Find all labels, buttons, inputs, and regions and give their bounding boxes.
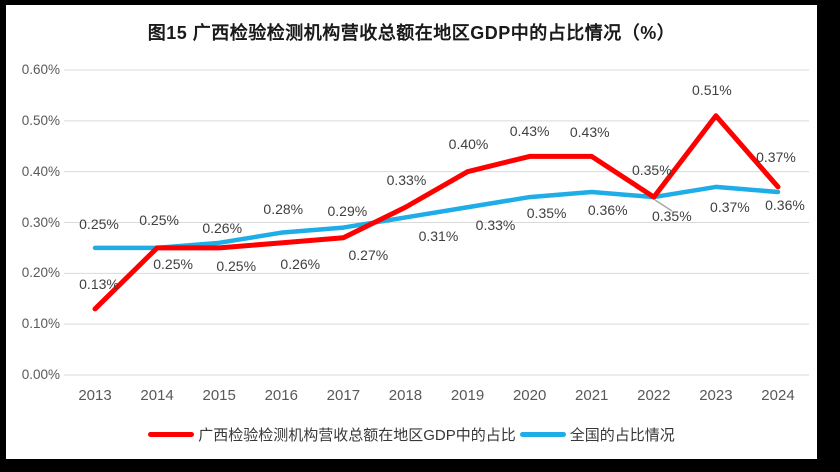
x-axis-tick-label: 2023 <box>699 387 733 404</box>
chart-title: 图15 广西检验检测机构营收总额在地区GDP中的占比情况（%） <box>147 23 676 43</box>
data-label-national-2014: 0.25% <box>139 211 179 228</box>
series-line-national <box>92 184 781 251</box>
data-label-guangxi-2022: 0.35% <box>651 208 692 225</box>
frame-border-bottom <box>0 459 840 472</box>
y-axis-tick-label: 0.60% <box>21 62 60 77</box>
x-axis-tick-label: 2021 <box>575 387 609 404</box>
data-label-national-2023: 0.37% <box>710 198 750 215</box>
legend-swatch-national <box>519 431 566 437</box>
y-axis-tick-label: 0.00% <box>21 367 60 382</box>
data-label-guangxi-2016: 0.26% <box>280 255 321 272</box>
data-label-guangxi-2024: 0.37% <box>756 148 796 165</box>
data-label-national-2020: 0.35% <box>526 205 567 222</box>
x-axis-tick-label: 2015 <box>202 387 236 404</box>
data-label-national-2016: 0.28% <box>263 200 304 217</box>
x-axis-tick-label: 2016 <box>264 387 298 404</box>
y-axis-tick-label: 0.40% <box>21 163 60 179</box>
legend-swatch-guangxi <box>148 431 195 437</box>
y-axis-tick-label: 0.50% <box>21 112 60 128</box>
data-label-guangxi-2021: 0.43% <box>569 124 610 141</box>
x-axis-tick-label: 2019 <box>450 387 485 404</box>
y-axis-tick-label: 0.20% <box>21 265 60 281</box>
y-axis-tick-label: 0.30% <box>21 214 60 230</box>
frame-border-right <box>817 0 840 472</box>
x-axis-tick-label: 2022 <box>637 387 671 404</box>
data-label-guangxi-2020: 0.43% <box>509 123 550 140</box>
legend-label-national: 全国的占比情况 <box>569 426 675 444</box>
data-label-guangxi-2017: 0.27% <box>348 246 389 263</box>
data-label-national-2015: 0.26% <box>202 219 243 236</box>
legend-label-guangxi: 广西检验检测机构营收总额在地区GDP中的占比 <box>198 426 516 444</box>
data-label-national-2017: 0.29% <box>327 202 368 219</box>
data-label-guangxi-2013: 0.13% <box>79 275 119 292</box>
series-line-guangxi <box>92 113 781 312</box>
x-axis-tick-label: 2018 <box>388 387 423 404</box>
data-label-national-2019: 0.33% <box>475 217 516 234</box>
x-axis-tick-label: 2024 <box>761 387 795 404</box>
x-axis-tick-label: 2014 <box>140 387 174 404</box>
data-label-guangxi-2019: 0.40% <box>448 135 489 152</box>
y-axis-tick-label: 0.10% <box>21 316 60 332</box>
x-axis-tick-label: 2013 <box>78 387 112 404</box>
label-leader-line <box>654 199 673 212</box>
x-axis-tick-label: 2020 <box>512 387 547 404</box>
data-label-national-2022: 0.35% <box>631 162 672 179</box>
chart-legend: 广西检验检测机构营收总额在地区GDP中的占比 全国的占比情况 <box>6 423 817 445</box>
x-axis-tick-label: 2017 <box>326 387 361 404</box>
data-label-guangxi-2023: 0.51% <box>692 81 732 98</box>
frame-border-left <box>0 0 6 472</box>
data-label-national-2024: 0.36% <box>765 197 805 213</box>
data-label-national-2018: 0.31% <box>418 228 459 245</box>
data-label-guangxi-2014: 0.25% <box>153 255 193 272</box>
data-label-national-2021: 0.36% <box>587 202 628 218</box>
data-label-national-2013: 0.25% <box>79 215 119 232</box>
frame-border-top <box>0 0 840 5</box>
data-label-guangxi-2015: 0.25% <box>216 257 257 274</box>
data-label-guangxi-2018: 0.33% <box>386 172 427 189</box>
